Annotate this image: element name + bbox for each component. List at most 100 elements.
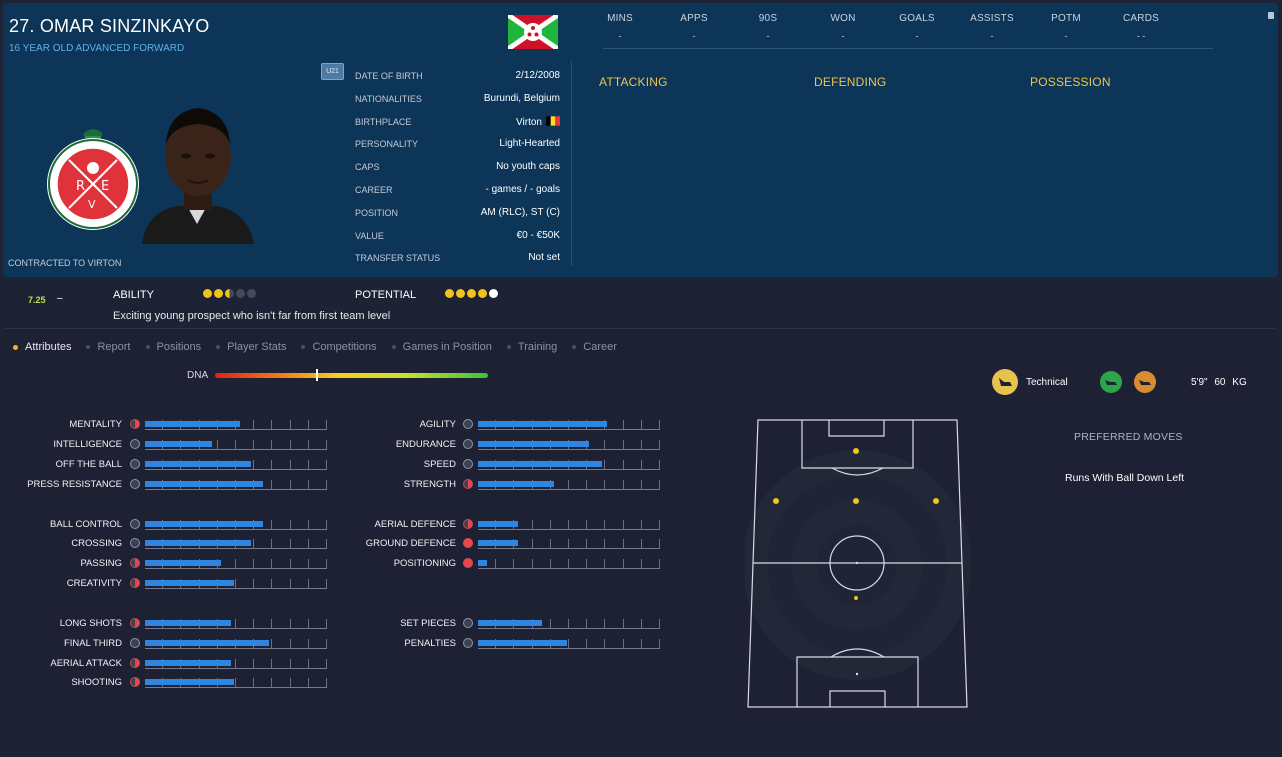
info-value[interactable]: AM (RLC), ST (C) [481, 207, 560, 218]
attribute-bar [478, 619, 660, 629]
stat-column-assists[interactable]: ASSISTS - [957, 13, 1027, 41]
info-value[interactable]: Light-Hearted [499, 138, 560, 149]
season-stats-header: MINS - APPS - 90S - WON - GOALS - ASSISTS - POTM - CAR… [581, 13, 1181, 49]
bar-tick [623, 559, 624, 568]
stat-column-mins[interactable]: MINS - [585, 13, 655, 41]
attribute-row[interactable]: SHOOTING [0, 675, 700, 689]
attribute-row[interactable]: GROUND DEFENCE [0, 536, 700, 550]
attribute-bar-fill [478, 521, 518, 527]
stat-name: MINS [607, 13, 633, 24]
attribute-label: PRESS RESISTANCE [27, 479, 122, 490]
bar-tick [290, 520, 291, 529]
tab-label: Training [517, 341, 558, 353]
bar-tick [290, 678, 291, 687]
star-icon [247, 289, 256, 298]
stat-name: POTM [1051, 13, 1081, 24]
bar-tick [623, 619, 624, 628]
player-name: 27. OMAR SINZINKAYO [9, 16, 210, 36]
bar-tick [659, 480, 660, 489]
bar-tick [308, 678, 309, 687]
tab-report[interactable]: Report [86, 340, 131, 354]
bar-tick [568, 520, 569, 529]
attribute-row[interactable]: FINAL THIRD [0, 636, 700, 650]
attribute-row[interactable]: AERIAL ATTACK [0, 656, 700, 670]
attribute-bar [145, 539, 327, 549]
tab-player-stats[interactable]: Player Stats [216, 340, 286, 354]
attribute-row[interactable]: SET PIECES [0, 616, 700, 630]
attribute-row[interactable]: POSITIONING [0, 556, 700, 570]
attribute-bar-fill [145, 481, 263, 487]
tab-attributes[interactable]: Attributes [13, 340, 71, 354]
attribute-row[interactable]: BALL CONTROL [0, 517, 700, 531]
attribute-row[interactable]: AERIAL DEFENCE [0, 517, 700, 531]
attribute-bar-fill [145, 640, 269, 646]
attribute-row[interactable]: CROSSING [0, 536, 700, 550]
info-value-text: AM (RLC), ST (C) [480, 206, 560, 218]
tab-competitions[interactable]: Competitions [301, 340, 377, 354]
attribute-row[interactable]: MENTALITY [0, 417, 700, 431]
attribute-label: AERIAL ATTACK [50, 658, 122, 669]
club-crest-icon[interactable]: R E V [45, 120, 141, 232]
info-row: NATIONALITIES Burundi, Belgium [355, 90, 565, 113]
attribute-row[interactable]: ENDURANCE [0, 437, 700, 451]
info-value[interactable]: Virton [516, 115, 560, 128]
info-value[interactable]: - games / - goals [486, 184, 560, 195]
scrollbar-handle[interactable] [1268, 12, 1274, 19]
technical-style-icon[interactable] [992, 369, 1018, 395]
contract-status[interactable]: CONTRACTED TO VIRTON [8, 258, 122, 268]
height-weight: 5'9" 60 KG [1191, 377, 1247, 388]
info-row: TRANSFER STATUS Not set [355, 249, 565, 272]
info-value-text: Not set [528, 252, 560, 264]
stat-column-90s[interactable]: 90S - [733, 13, 803, 41]
player-role[interactable]: 16 YEAR OLD ADVANCED FORWARD [9, 43, 185, 54]
info-value[interactable]: Burundi, Belgium [484, 93, 560, 104]
rating-trend: – [57, 293, 63, 304]
attribute-rating-icon [463, 459, 473, 469]
tab-label: Career [583, 341, 617, 353]
attribute-row[interactable]: AGILITY [0, 417, 700, 431]
attribute-row[interactable]: CREATIVITY [0, 576, 700, 590]
tab-training[interactable]: Training [506, 340, 558, 354]
average-rating: 7.25 [28, 295, 46, 305]
bar-tick [659, 420, 660, 429]
attribute-row[interactable]: STRENGTH [0, 477, 700, 491]
attribute-row[interactable]: PRESS RESISTANCE [0, 477, 700, 491]
bar-tick [604, 639, 605, 648]
attribute-row[interactable]: SPEED [0, 457, 700, 471]
bar-tick [641, 440, 642, 449]
bar-tick [326, 579, 327, 588]
tab-positions[interactable]: Positions [145, 340, 201, 354]
info-value[interactable]: €0 - €50K [517, 230, 560, 241]
tab-career[interactable]: Career [572, 340, 617, 354]
attribute-label: OFF THE BALL [55, 459, 122, 470]
attribute-bar-fill [145, 521, 263, 527]
attribute-row[interactable]: PASSING [0, 556, 700, 570]
bar-tick [271, 440, 272, 449]
bar-tick [308, 539, 309, 548]
bar-tick [641, 460, 642, 469]
tab-games-in-position[interactable]: Games in Position [391, 340, 492, 354]
bar-tick [623, 539, 624, 548]
stat-column-potm[interactable]: POTM - [1031, 13, 1101, 41]
tab-dot-icon [86, 345, 91, 349]
info-value[interactable]: Not set [528, 252, 560, 263]
stat-column-goals[interactable]: GOALS - [882, 13, 952, 41]
stat-column-apps[interactable]: APPS - [659, 13, 729, 41]
tab-label: Player Stats [227, 341, 287, 353]
bar-tick [604, 440, 605, 449]
attribute-row[interactable]: LONG SHOTS [0, 616, 700, 630]
bar-tick [271, 559, 272, 568]
dna-bar [215, 373, 488, 378]
info-value[interactable]: No youth caps [496, 161, 560, 172]
attribute-row[interactable]: OFF THE BALL [0, 457, 700, 471]
bar-tick [550, 619, 551, 628]
info-value[interactable]: 2/12/2008 [516, 70, 561, 81]
info-row: CAPS No youth caps [355, 158, 565, 181]
attribute-row[interactable]: INTELLIGENCE [0, 437, 700, 451]
bar-tick [308, 559, 309, 568]
info-label: VALUE [355, 230, 384, 241]
stat-column-cards[interactable]: CARDS - - [1106, 13, 1176, 41]
stat-column-won[interactable]: WON - [808, 13, 878, 41]
attribute-row[interactable]: PENALTIES [0, 636, 700, 650]
attribute-bar-fill [478, 620, 542, 626]
